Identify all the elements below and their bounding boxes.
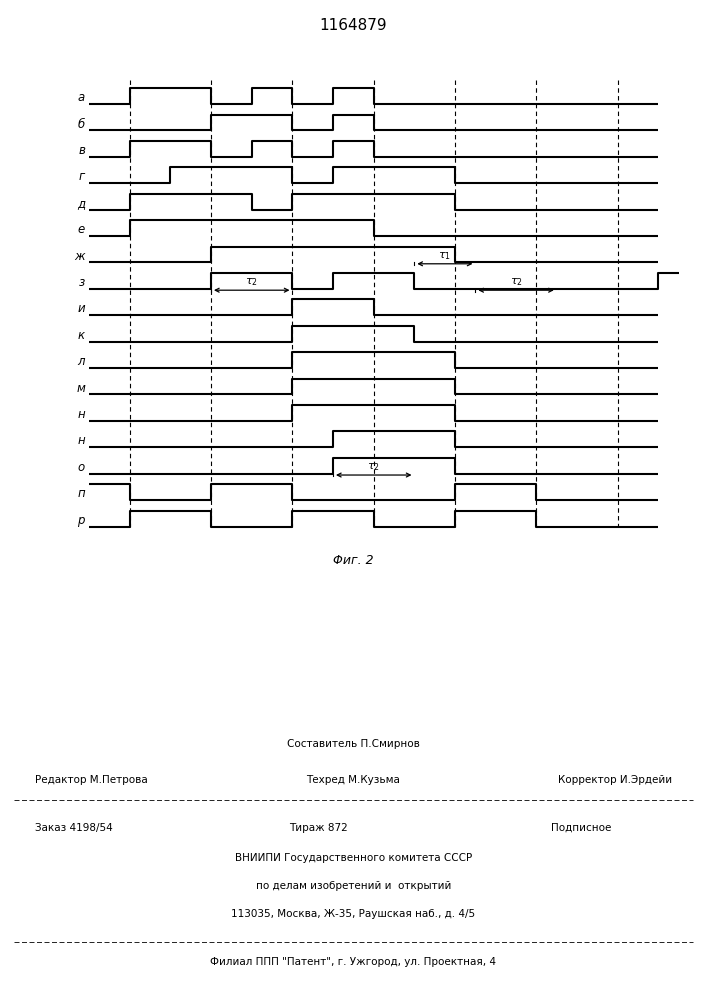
Text: 113035, Москва, Ж-35, Раушская наб., д. 4/5: 113035, Москва, Ж-35, Раушская наб., д. … bbox=[231, 909, 476, 919]
Text: р: р bbox=[78, 514, 85, 527]
Text: Φиг. 2: Φиг. 2 bbox=[333, 554, 374, 566]
Text: Заказ 4198/54: Заказ 4198/54 bbox=[35, 823, 113, 833]
Text: Составитель П.Смирнов: Составитель П.Смирнов bbox=[287, 739, 420, 749]
Text: п: п bbox=[77, 487, 85, 500]
Text: Корректор И.Эрдейи: Корректор И.Эрдейи bbox=[558, 775, 672, 785]
Text: $\tau_2$: $\tau_2$ bbox=[510, 276, 522, 288]
Text: д: д bbox=[77, 197, 85, 210]
Text: Редактор М.Петрова: Редактор М.Петрова bbox=[35, 775, 148, 785]
Text: е: е bbox=[78, 223, 85, 236]
Text: и: и bbox=[77, 302, 85, 315]
Text: м: м bbox=[76, 382, 85, 395]
Text: а: а bbox=[78, 91, 85, 104]
Text: Техред М.Кузьма: Техред М.Кузьма bbox=[307, 775, 400, 785]
Text: к: к bbox=[78, 329, 85, 342]
Text: л: л bbox=[78, 355, 85, 368]
Text: ж: ж bbox=[74, 250, 85, 263]
Text: Тираж 872: Тираж 872 bbox=[288, 823, 348, 833]
Text: 1164879: 1164879 bbox=[320, 17, 387, 32]
Text: б: б bbox=[78, 118, 85, 131]
Text: по делам изобретений и  открытий: по делам изобретений и открытий bbox=[256, 881, 451, 891]
Text: $\tau_2$: $\tau_2$ bbox=[245, 276, 258, 288]
Text: $\tau_2$: $\tau_2$ bbox=[368, 461, 380, 473]
Text: н: н bbox=[77, 434, 85, 447]
Text: ВНИИПИ Государственного комитета СССР: ВНИИПИ Государственного комитета СССР bbox=[235, 853, 472, 863]
Text: з: з bbox=[78, 276, 85, 289]
Text: о: о bbox=[78, 461, 85, 474]
Text: $\tau_1$: $\tau_1$ bbox=[438, 250, 451, 262]
Text: в: в bbox=[78, 144, 85, 157]
Text: Филиал ППП "Патент", г. Ужгород, ул. Проектная, 4: Филиал ППП "Патент", г. Ужгород, ул. Про… bbox=[211, 957, 496, 967]
Text: н: н bbox=[77, 408, 85, 421]
Text: Подписное: Подписное bbox=[551, 823, 612, 833]
Text: г: г bbox=[79, 170, 85, 183]
